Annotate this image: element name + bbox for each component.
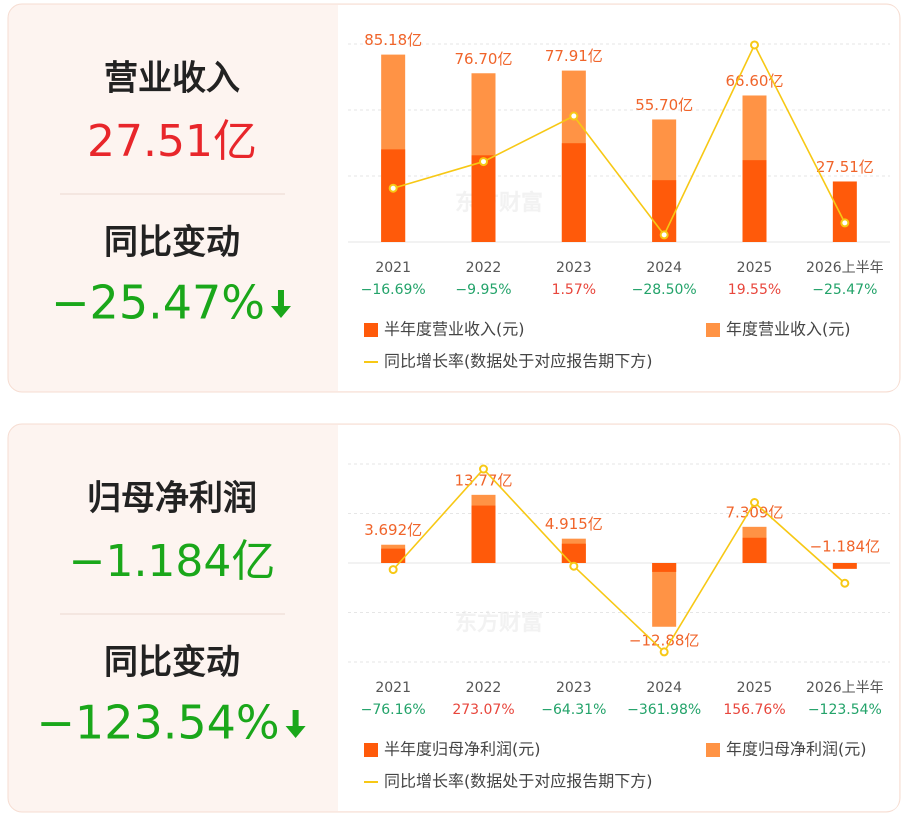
- growth-point: [750, 498, 759, 508]
- growth-point: [840, 218, 850, 228]
- growth-label: −9.95%: [455, 282, 511, 298]
- growth-label: −25.47%: [812, 282, 877, 298]
- watermark: 东方财富: [455, 190, 543, 216]
- bar: [652, 563, 677, 627]
- legend-swatch: [706, 323, 720, 337]
- legend-label: 半年度营业收入(元): [384, 320, 525, 339]
- legend-label: 年度营业收入(元): [726, 320, 851, 339]
- change-value: −123.54%: [36, 696, 279, 750]
- growth-label: −16.69%: [361, 282, 426, 298]
- legend-label: 同比增长率(数据处于对应报告期下方): [384, 772, 653, 791]
- growth-line: [392, 467, 846, 654]
- legend-label: 年度归母净利润(元): [726, 740, 867, 759]
- bar: [742, 160, 767, 242]
- value-label: 27.51亿: [816, 158, 874, 176]
- growth-label: −76.16%: [361, 702, 426, 718]
- down-arrow: [270, 290, 291, 318]
- growth-label: −123.54%: [808, 702, 882, 718]
- value-label: 7.309亿: [726, 503, 784, 521]
- metric-title: 营业收入: [104, 59, 240, 99]
- value-label: 13.77亿: [455, 471, 513, 489]
- value-label: −1.184亿: [810, 538, 881, 556]
- metric-value: −1.184亿: [69, 536, 276, 587]
- bar: [652, 563, 677, 572]
- bar: [471, 505, 496, 563]
- x-tick-label: 2022: [466, 260, 502, 276]
- bar: [471, 155, 496, 242]
- x-tick-label: 2024: [646, 260, 682, 276]
- value-label: 85.18亿: [364, 31, 422, 49]
- growth-point: [479, 464, 488, 474]
- x-tick-label: 2025: [737, 260, 773, 276]
- growth-line: [392, 43, 846, 237]
- legend-swatch: [364, 743, 378, 757]
- x-tick-label: 2024: [646, 680, 682, 696]
- legend-swatch: [364, 323, 378, 337]
- legend-label: 同比增长率(数据处于对应报告期下方): [384, 352, 653, 371]
- growth-label: 156.76%: [723, 702, 785, 718]
- growth-label: −361.98%: [627, 702, 701, 718]
- bar: [381, 548, 406, 563]
- bar: [381, 149, 406, 242]
- growth-point: [750, 40, 759, 50]
- x-tick-label: 2023: [556, 680, 592, 696]
- metric-title: 归母净利润: [87, 479, 257, 519]
- value-label: 3.692亿: [364, 521, 422, 539]
- down-arrow: [285, 710, 306, 738]
- watermark: 东方财富: [455, 610, 543, 636]
- bar: [561, 543, 586, 563]
- growth-point: [569, 111, 579, 121]
- bar: [832, 563, 857, 569]
- growth-point: [659, 647, 669, 657]
- growth-label: −64.31%: [541, 702, 606, 718]
- x-tick-label: 2026上半年: [806, 260, 884, 276]
- change-value: −25.47%: [51, 276, 265, 330]
- value-label: 55.70亿: [635, 96, 693, 114]
- value-label: −12.88亿: [629, 631, 700, 649]
- x-tick-label: 2025: [737, 680, 773, 696]
- growth-point: [569, 561, 579, 571]
- x-tick-label: 2022: [466, 680, 502, 696]
- growth-point: [840, 578, 850, 588]
- bar: [561, 143, 586, 242]
- value-label: 4.915亿: [545, 515, 603, 533]
- x-tick-label: 2021: [375, 680, 411, 696]
- growth-point: [388, 565, 398, 575]
- value-label: 76.70亿: [455, 50, 513, 68]
- bar: [742, 537, 767, 563]
- change-title: 同比变动: [104, 223, 240, 263]
- change-title: 同比变动: [104, 643, 240, 683]
- x-tick-label: 2023: [556, 260, 592, 276]
- growth-point: [659, 230, 669, 240]
- x-tick-label: 2026上半年: [806, 680, 884, 696]
- x-tick-label: 2021: [375, 260, 411, 276]
- growth-label: 19.55%: [728, 282, 781, 298]
- growth-label: 1.57%: [552, 282, 596, 298]
- growth-label: 273.07%: [452, 702, 514, 718]
- value-label: 77.91亿: [545, 47, 603, 65]
- legend-swatch: [706, 743, 720, 757]
- growth-point: [388, 183, 398, 193]
- metric-value: 27.51亿: [87, 116, 257, 167]
- growth-label: −28.50%: [632, 282, 697, 298]
- legend-label: 半年度归母净利润(元): [384, 740, 541, 759]
- bar: [832, 181, 857, 242]
- growth-point: [479, 157, 488, 167]
